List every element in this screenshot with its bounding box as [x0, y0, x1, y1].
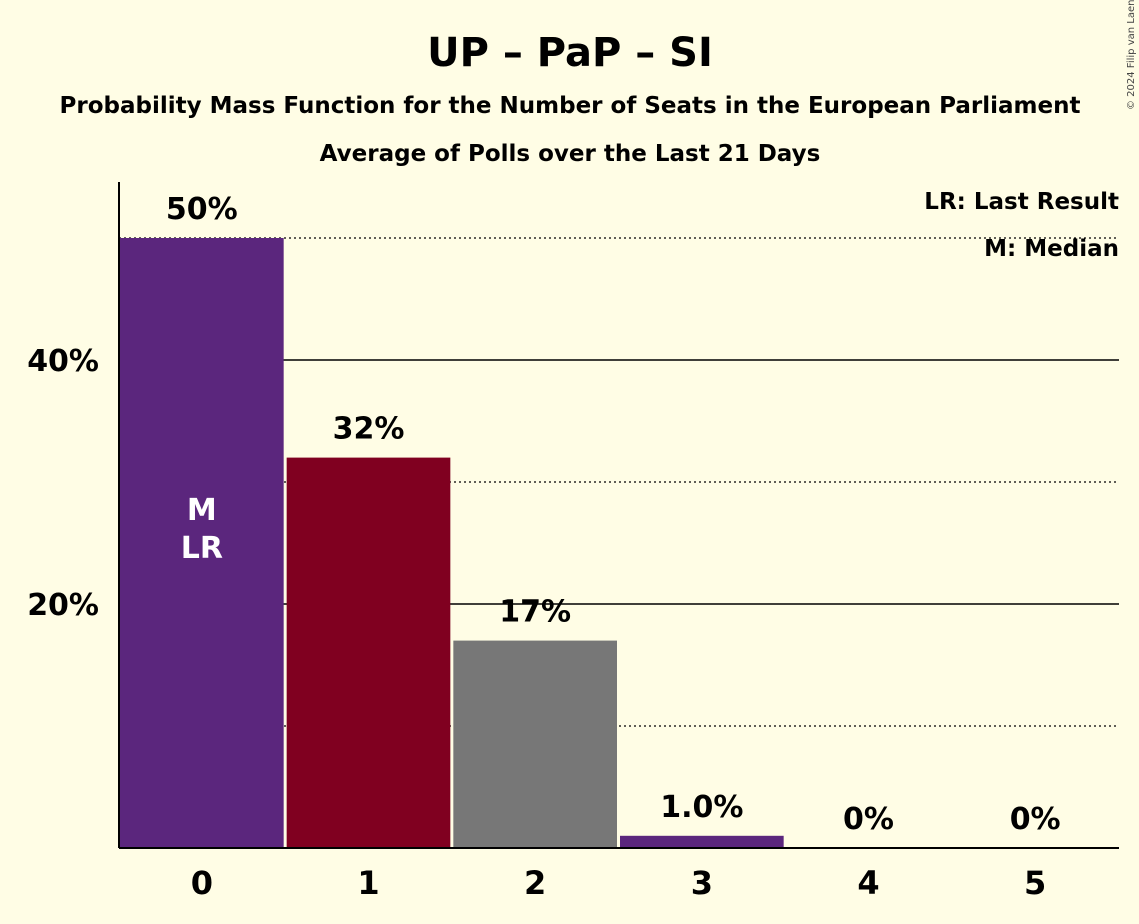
- bar-annotation-lr: LR: [181, 531, 223, 566]
- legend-entry: LR: Last Result: [924, 189, 1119, 215]
- bars: [120, 238, 784, 848]
- data-label-1: 32%: [333, 412, 405, 447]
- legend: LR: Last Result M: Median: [924, 189, 1119, 262]
- y-tick-label: 20%: [27, 588, 99, 623]
- data-label-3: 1.0%: [660, 790, 743, 825]
- data-label-5: 0%: [1010, 802, 1061, 837]
- chart-subtitle-2: Average of Polls over the Last 21 Days: [320, 141, 821, 167]
- copyright-text: © 2024 Filip van Laenen: [1126, 0, 1137, 110]
- legend-entry: M: Median: [984, 236, 1119, 262]
- x-tick-label-1: 1: [357, 864, 379, 902]
- bar-3: [620, 835, 784, 848]
- x-tick-label-3: 3: [691, 864, 713, 902]
- x-tick-label-0: 0: [191, 864, 213, 902]
- chart-title: UP – PaP – SI: [427, 30, 713, 76]
- gridlines: [119, 237, 1119, 727]
- data-label-4: 0%: [843, 802, 894, 837]
- y-tick-label: 40%: [27, 344, 99, 379]
- data-label-2: 17%: [499, 595, 571, 630]
- data-label-0: 50%: [166, 192, 238, 227]
- x-tick-label-2: 2: [524, 864, 546, 902]
- bar-1: [286, 457, 451, 848]
- bar-2: [453, 640, 617, 848]
- x-tick-label-5: 5: [1024, 864, 1046, 902]
- bar-annotation-m: M: [187, 493, 217, 528]
- x-tick-label-4: 4: [857, 864, 879, 902]
- chart-subtitle: Probability Mass Function for the Number…: [60, 93, 1081, 119]
- bar-0: [120, 238, 284, 848]
